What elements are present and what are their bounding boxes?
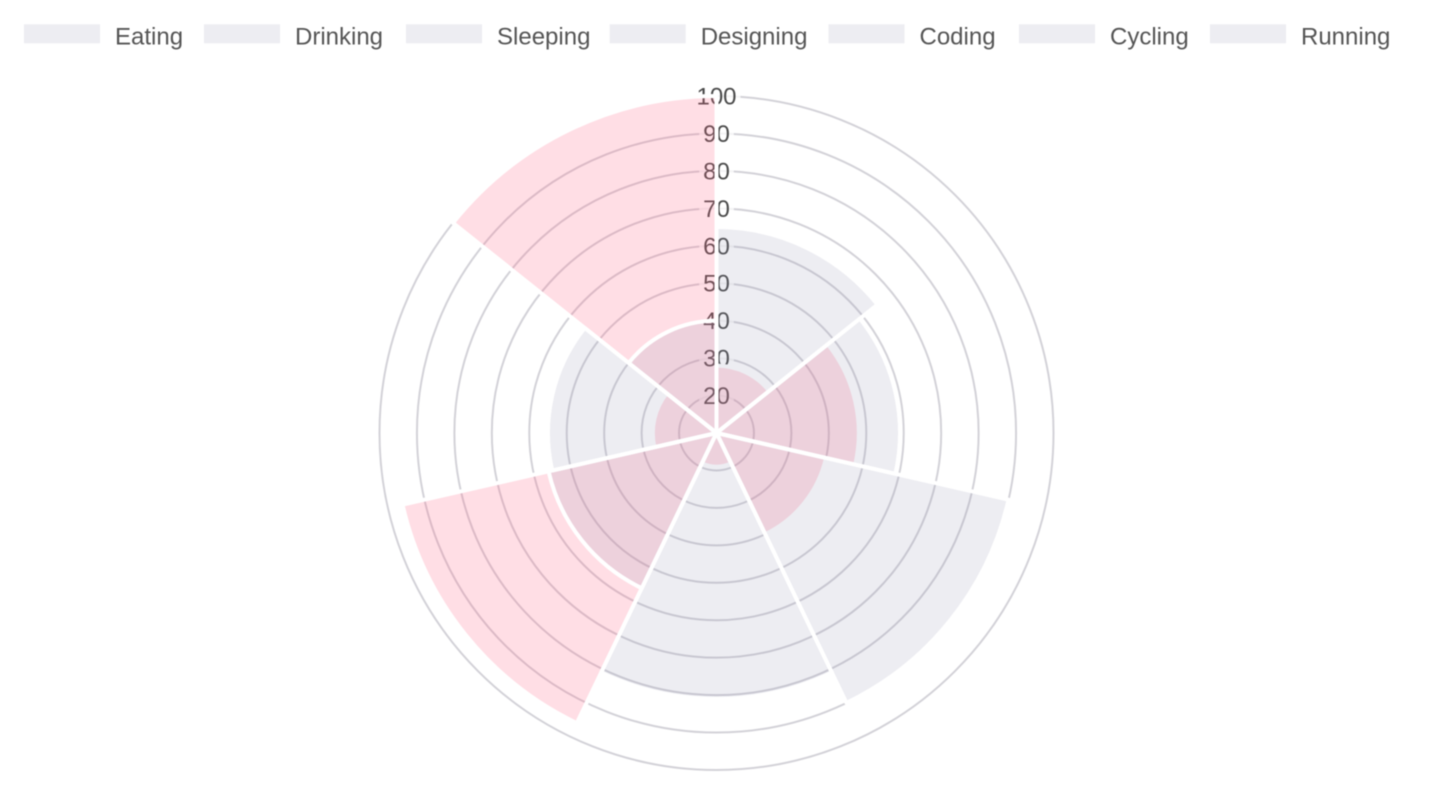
svg-text:Drinking: Drinking <box>295 24 383 51</box>
svg-text:Sleeping: Sleeping <box>497 24 590 51</box>
svg-text:Eating: Eating <box>115 24 183 51</box>
svg-text:Running: Running <box>1301 24 1390 51</box>
svg-text:Cycling: Cycling <box>1110 24 1189 51</box>
svg-text:Coding: Coding <box>920 24 996 51</box>
svg-text:Designing: Designing <box>701 24 808 51</box>
